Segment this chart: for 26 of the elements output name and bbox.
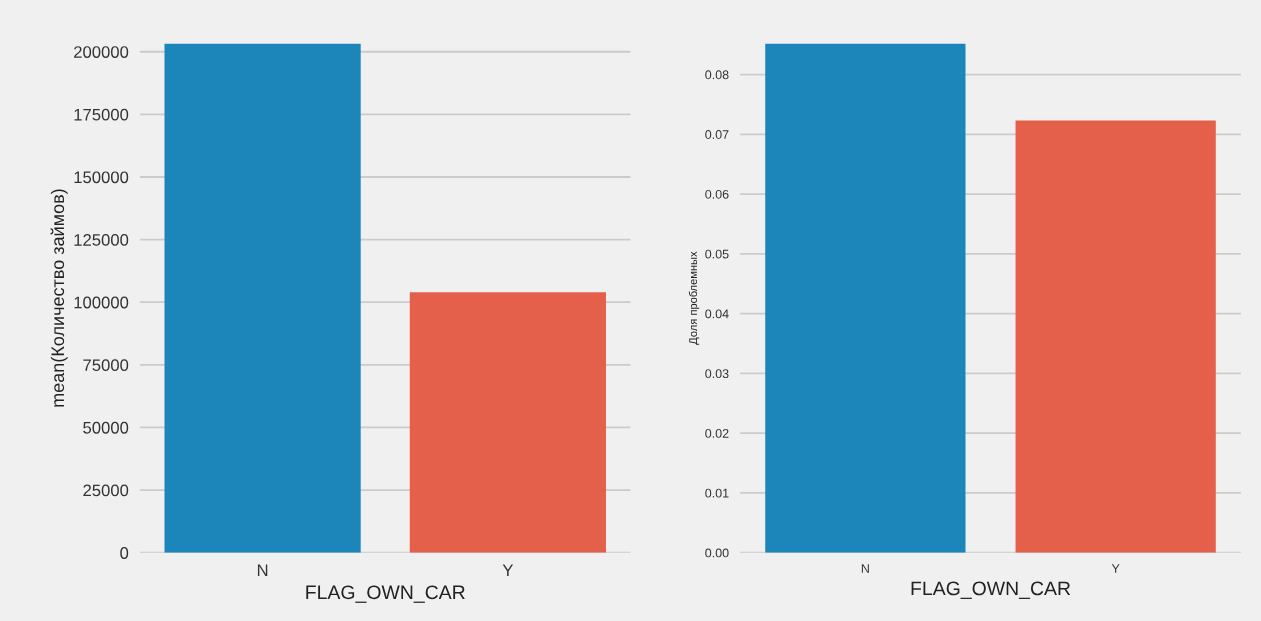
y-axis-title: Доля проблемных [688, 251, 700, 345]
y-tick-label: 25000 [83, 484, 129, 497]
y-tick-label: 0.04 [705, 309, 729, 319]
y-tick-label: 0.03 [705, 369, 729, 379]
y-tick-label: 0.02 [705, 428, 729, 438]
y-tick-label: 50000 [83, 421, 129, 434]
y-tick-label: 0.08 [705, 70, 729, 80]
y-axis-title: mean(Количество займов) [50, 189, 68, 407]
y-tick-label: 0.06 [705, 189, 729, 199]
y-tick-label: 125000 [74, 233, 129, 246]
x-tick-label: N [257, 564, 268, 576]
y-tick-label: 0.05 [705, 249, 729, 259]
x-tick-label: Y [1111, 564, 1120, 573]
y-tick-label: 0.07 [705, 130, 729, 139]
y-tick-label: 200000 [74, 46, 129, 58]
y-tick-label: 0 [120, 547, 129, 559]
y-tick-label: 0.00 [705, 548, 729, 558]
y-tick-label: 75000 [83, 359, 129, 372]
y-tick-label: 0.01 [705, 488, 729, 498]
x-tick-label: N [861, 564, 869, 573]
x-tick-label: Y [502, 564, 514, 576]
y-tick-label: 150000 [74, 171, 129, 184]
x-axis-title: FLAG_OWN_CAR [306, 585, 465, 603]
y-tick-label: 100000 [74, 296, 129, 309]
x-axis-title: FLAG_OWN_CAR [911, 581, 1071, 599]
y-tick-label: 175000 [74, 108, 129, 121]
